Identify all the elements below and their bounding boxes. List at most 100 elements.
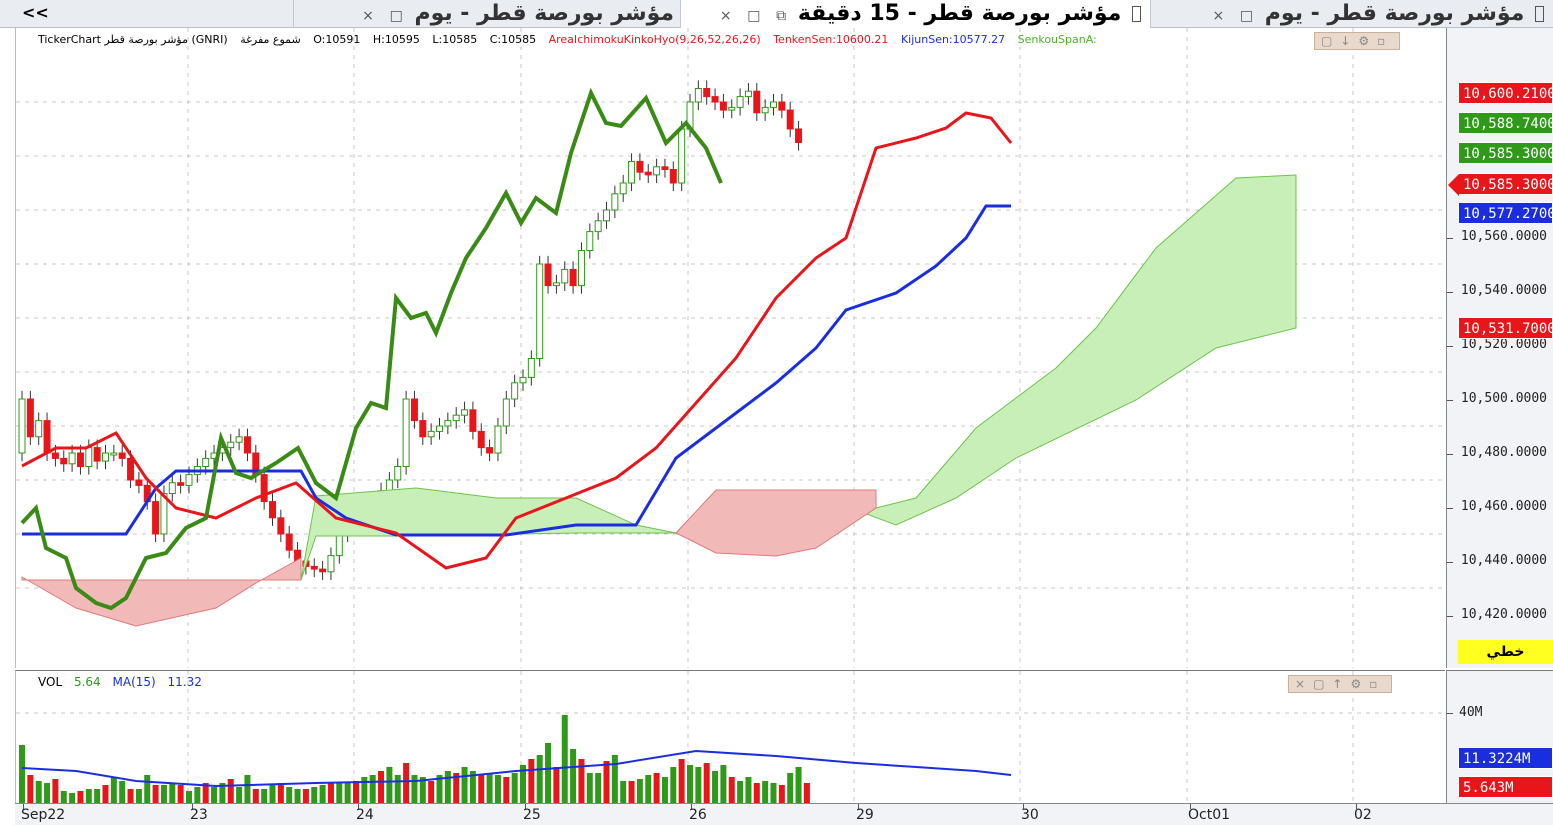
candle-body [619, 182, 627, 195]
close-icon[interactable]: × [1295, 677, 1314, 691]
volume-bar [553, 767, 560, 803]
candle-body [235, 436, 243, 443]
symbol-label: TickerChart مؤشر بورصة قطر (GNRI) [38, 33, 228, 46]
volume-bar [787, 773, 794, 803]
indicator-name: AreaIchimokuKinkoHyo(9,26,52,26,26) [548, 33, 761, 46]
time-axis-tick [1023, 804, 1024, 809]
collapse-tabs-button[interactable]: << [22, 3, 49, 22]
volume-bar [27, 775, 34, 803]
tab-marker-icon [1535, 6, 1544, 22]
volume-bar [353, 781, 359, 803]
chart-window[interactable]: TickerChart مؤشر بورصة قطر (GNRI) شموع م… [0, 28, 1553, 825]
time-axis-label: 24 [356, 807, 374, 823]
volume-axis[interactable]: 40M 11.3224M 5.643M [1446, 670, 1553, 803]
volume-bar [85, 789, 92, 803]
tab-title: مؤشر بورصة قطر - يوم [1264, 1, 1525, 26]
price-badge: 10,585.3000 [1448, 173, 1553, 196]
close-icon[interactable]: × [1212, 8, 1225, 24]
restore-icon[interactable]: □ [747, 8, 761, 24]
ichimoku-cloud-bear [675, 489, 877, 557]
candle-body [18, 398, 26, 454]
tab-qse-daily-left[interactable]: مؤشر بورصة قطر - يوم □ × [293, 0, 680, 28]
settings-icon[interactable]: ⚙ [1350, 677, 1370, 691]
drawing-mode-badge[interactable]: خطي [1458, 640, 1553, 664]
open-value: O:10591 [313, 33, 361, 46]
volume-bar [762, 781, 769, 803]
settings-icon[interactable]: ⚙ [1358, 34, 1378, 48]
candle-body [770, 101, 777, 108]
volume-bar [520, 765, 526, 803]
low-value: L:10585 [432, 33, 478, 46]
volume-bar [653, 773, 660, 803]
down-arrow-icon[interactable]: ↓ [1340, 34, 1359, 48]
candle-body [51, 452, 59, 459]
price-axis-label: 10,460.0000 [1460, 499, 1547, 514]
more-icon[interactable]: ▫ [1369, 677, 1386, 691]
candle-body [260, 474, 268, 503]
time-axis-label: Sep22 [21, 807, 66, 823]
more-icon[interactable]: ▫ [1377, 34, 1394, 48]
up-arrow-icon[interactable]: ↑ [1332, 677, 1351, 691]
volume-bar [119, 781, 126, 803]
price-pane[interactable]: TickerChart مؤشر بورصة قطر (GNRI) شموع م… [15, 28, 1446, 668]
price-badge: 10,600.2100 [1458, 82, 1553, 104]
candle-body [444, 420, 452, 427]
volume-pane[interactable]: VOL 5.64 MA(15) 11.32 ×▢↑⚙▫ [15, 670, 1446, 825]
volume-chart-canvas[interactable] [16, 671, 1446, 804]
chart-type-label: شموع مفرغة [240, 33, 301, 46]
volume-bar [127, 789, 134, 803]
tab-marker-icon [1132, 6, 1141, 22]
price-badge: 10,531.7000 [1458, 317, 1553, 339]
candle-body [35, 420, 43, 438]
restore-icon[interactable]: ▢ [1321, 34, 1341, 48]
tab-qse-daily-right[interactable]: مؤشر بورصة قطر - يوم □ × [1150, 0, 1553, 28]
volume-bar [753, 783, 760, 803]
time-axis[interactable]: Sep22 23 24 25 26 29 30 Oct01 02 [15, 803, 1553, 825]
restore-icon[interactable]: ▢ [1313, 677, 1333, 691]
volume-bar [319, 785, 326, 803]
volume-info-line: VOL 5.64 MA(15) 11.32 [38, 675, 210, 689]
vol-ma-label: MA(15) [112, 675, 156, 689]
restore-icon[interactable]: □ [1239, 8, 1254, 24]
time-axis-tick [1190, 804, 1191, 809]
volume-bar [703, 763, 710, 803]
volume-bar [419, 777, 426, 803]
price-axis-tick [1447, 616, 1453, 617]
candle-body [394, 466, 402, 481]
candle-body [653, 166, 661, 176]
candle-body [118, 452, 126, 459]
volume-bar [236, 787, 243, 803]
close-icon[interactable]: × [362, 8, 374, 24]
price-axis-label: 10,540.0000 [1460, 283, 1547, 298]
candle-body [561, 268, 569, 284]
candle-body [243, 436, 251, 454]
candle-body [711, 96, 719, 103]
candle-body [527, 358, 535, 378]
time-axis-label: 02 [1354, 807, 1372, 823]
candle-body [127, 457, 135, 481]
detach-icon[interactable]: ⧉ [776, 8, 787, 24]
candle-body [102, 452, 109, 462]
candle-body [152, 501, 160, 535]
restore-icon[interactable]: □ [389, 8, 403, 24]
time-axis-tick [858, 804, 859, 809]
vol-last-badge: 5.643M [1458, 776, 1553, 798]
volume-bar [620, 781, 627, 803]
volume-bar [778, 785, 785, 803]
tab-qse-15min[interactable]: مؤشر بورصة قطر - 15 دقيقة ⧉ □ × [680, 0, 1150, 28]
price-axis[interactable]: 10,560.0000 10,540.0000 10,520.0000 10,500.… [1446, 28, 1553, 668]
volume-bar [252, 789, 259, 803]
volume-bar [503, 777, 510, 803]
price-chart-canvas[interactable] [16, 28, 1446, 668]
candle-body [594, 220, 602, 233]
candle-body [269, 501, 276, 519]
tenkan-value: TenkenSen:10600.21 [773, 33, 889, 46]
candle-body [786, 109, 794, 130]
vol-ma-value: 11.32 [167, 675, 202, 689]
volume-bar [286, 787, 293, 803]
candle-body [469, 409, 477, 432]
close-icon[interactable]: × [719, 8, 732, 24]
volume-bar [720, 765, 727, 803]
volume-bar [311, 787, 318, 803]
candle-body [744, 90, 752, 98]
